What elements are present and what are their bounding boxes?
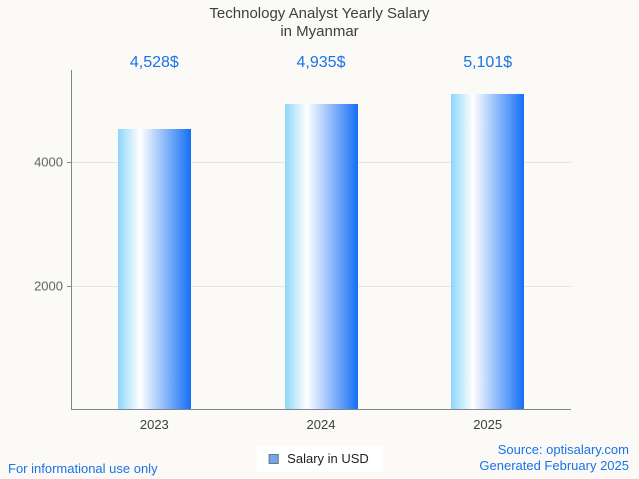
x-axis xyxy=(71,409,571,410)
bar[interactable] xyxy=(284,104,358,409)
chart-subtitle: in Myanmar xyxy=(280,23,359,40)
bar-value-label: 5,101$ xyxy=(463,54,513,71)
y-axis-tick xyxy=(67,285,71,287)
footer-disclaimer: For informational use only xyxy=(8,461,158,476)
y-axis xyxy=(71,70,72,409)
y-axis-tick xyxy=(67,162,71,163)
x-tick-label: 2024 xyxy=(306,417,336,432)
footer-generated: Generated February 2025 xyxy=(479,458,629,473)
chart-title: Technology Analyst Yearly Salary xyxy=(209,5,430,22)
footer-source-block: Source: optisalary.com Generated Februar… xyxy=(479,442,629,474)
x-tick-label: 2025 xyxy=(473,417,503,432)
legend-label: Salary in USD xyxy=(287,451,369,466)
bar[interactable] xyxy=(451,94,525,409)
footer-source: Source: optisalary.com xyxy=(497,442,629,457)
y-tick-label: 2000 xyxy=(34,278,63,293)
y-tick-label: 4000 xyxy=(34,154,63,170)
title-block: Technology Analyst Yearly Salary in Myan… xyxy=(0,5,639,41)
legend: Salary in USD xyxy=(256,446,383,472)
bar-value-label: 4,528$ xyxy=(129,54,179,71)
x-tick-label: 2023 xyxy=(139,417,169,432)
legend-swatch xyxy=(268,453,279,464)
bar[interactable] xyxy=(117,129,191,409)
bar-value-label: 4,935$ xyxy=(296,54,346,71)
